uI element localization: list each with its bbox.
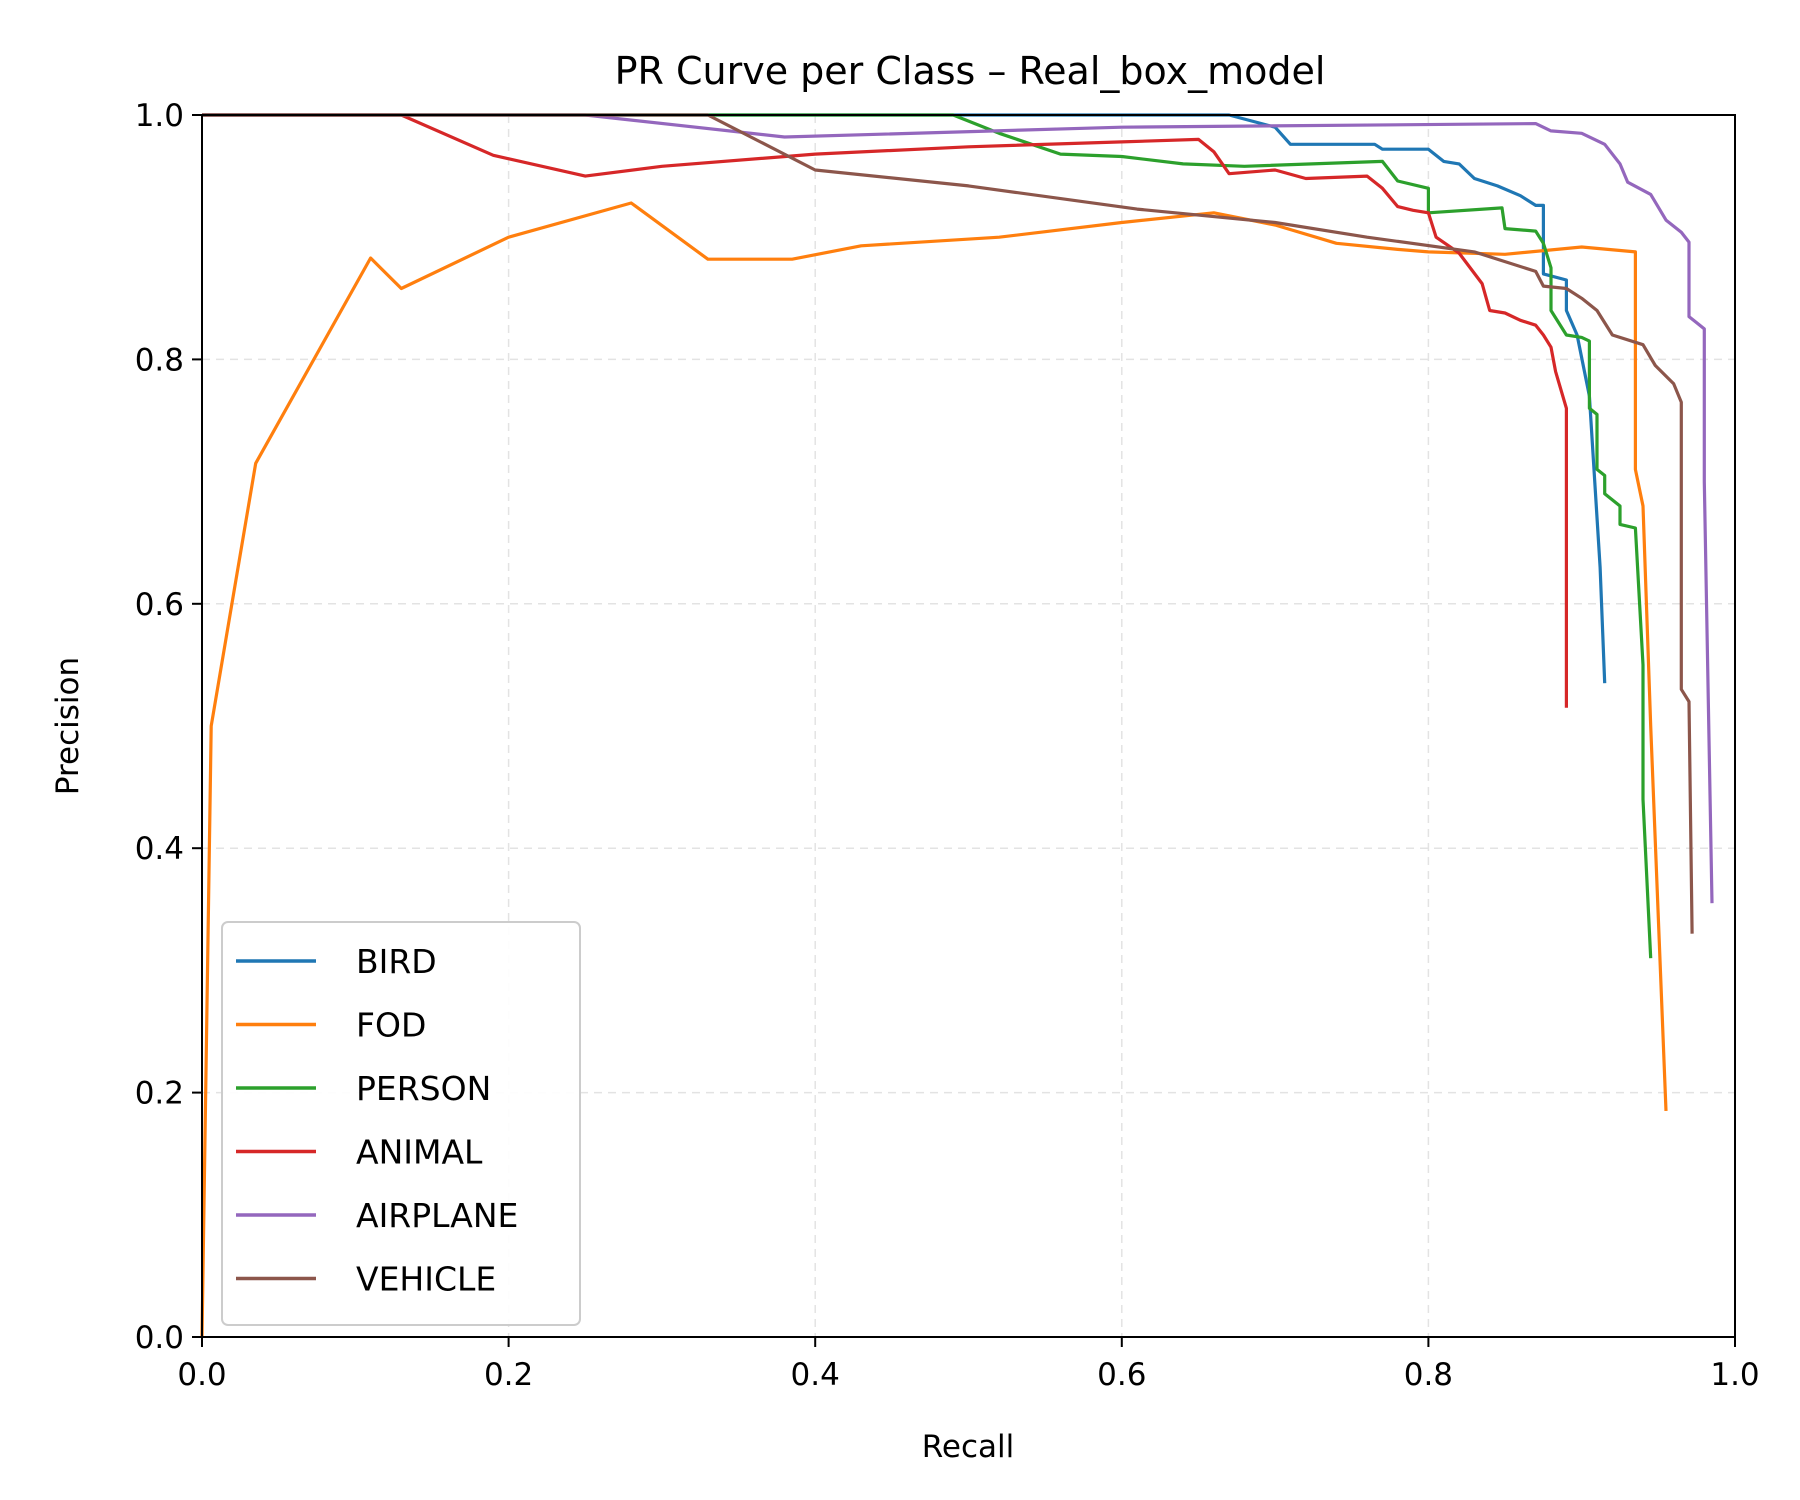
series-line-fod: [200, 201, 1668, 1338]
x-tick-label: 0.0: [177, 1357, 226, 1393]
y-tick-label: 0.0: [135, 1320, 184, 1356]
legend-label-vehicle: VEHICLE: [356, 1260, 496, 1299]
x-tick-label: 0.6: [1097, 1357, 1146, 1393]
x-tick-label: 0.2: [484, 1357, 533, 1393]
x-tick-label: 0.4: [791, 1357, 840, 1393]
series-line-vehicle: [202, 113, 1694, 934]
x-axis-title: Recall: [922, 1429, 1015, 1465]
chart-title: PR Curve per Class – Real_box_model: [615, 49, 1326, 93]
series-line-airplane: [202, 113, 1714, 904]
legend-label-fod: FOD: [356, 1006, 426, 1045]
legend: BIRD FOD PERSON ANIMAL AIRPLANE VEHICLE: [221, 921, 581, 1326]
axis-ticks: 0.0 0.2 0.4 0.6 0.8 1.0 0.0 0.2 0.4 0.6 0.8 1.0: [135, 98, 1760, 1393]
legend-label-person: PERSON: [356, 1069, 491, 1108]
series-lines: [200, 113, 1714, 1338]
legend-label-bird: BIRD: [356, 942, 437, 981]
x-tick-label: 0.8: [1404, 1357, 1453, 1393]
x-tick-label: 1.0: [1710, 1357, 1759, 1393]
legend-label-airplane: AIRPLANE: [356, 1196, 518, 1235]
series-line-bird: [202, 113, 1607, 684]
y-tick-label: 1.0: [135, 98, 184, 134]
y-axis-title: Precision: [50, 657, 86, 795]
legend-label-animal: ANIMAL: [356, 1133, 483, 1172]
series-line-person: [202, 113, 1653, 959]
plot-frame: [201, 114, 1736, 1338]
y-tick-label: 0.8: [135, 342, 184, 378]
y-tick-label: 0.6: [135, 587, 184, 623]
y-tick-label: 0.2: [135, 1076, 184, 1112]
y-tick-label: 0.4: [135, 831, 184, 867]
